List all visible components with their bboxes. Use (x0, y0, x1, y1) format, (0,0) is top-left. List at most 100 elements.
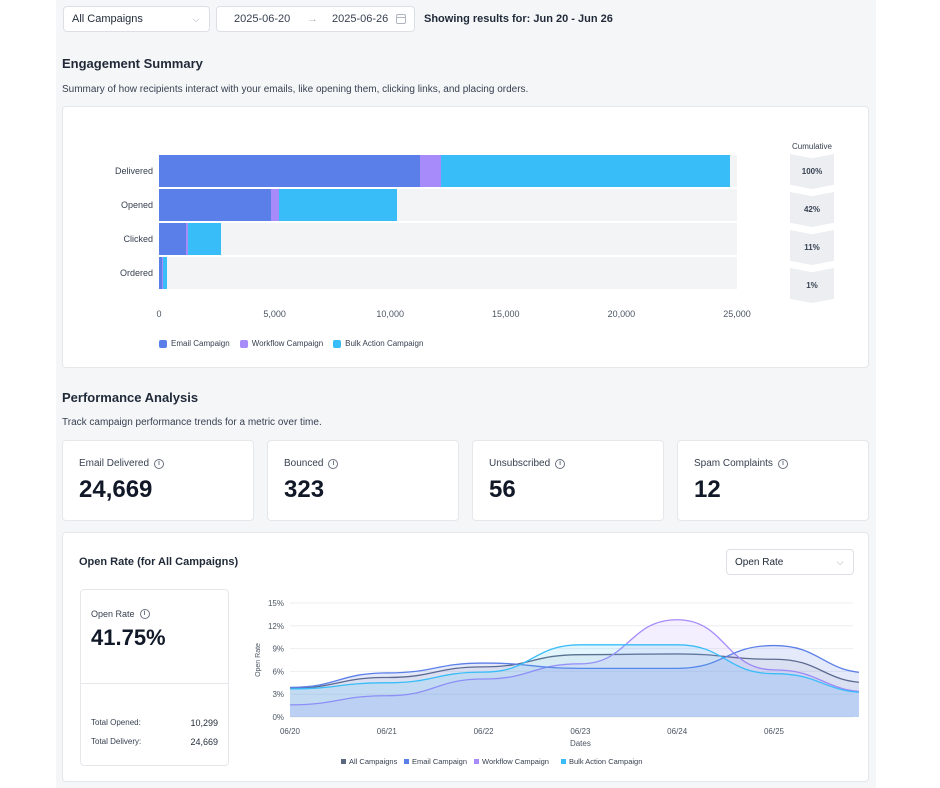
engagement-funnel-card: Cumulative Email Campaign Workflow Campa… (62, 106, 869, 368)
legend-label: Bulk Action Campaign (569, 757, 642, 766)
funnel-track (159, 223, 737, 255)
chevron-down-icon: ⌵ (192, 13, 200, 24)
info-icon[interactable]: i (154, 458, 165, 469)
kpi-value: 12 (694, 476, 721, 503)
funnel-bar-segment[interactable] (441, 155, 731, 187)
x-tick-label: 06/22 (474, 727, 495, 736)
y-tick-label: 3% (272, 690, 284, 699)
funnel-x-tick: 20,000 (607, 309, 636, 319)
series-line (289, 619, 859, 706)
legend-swatch (404, 759, 409, 764)
results-summary: Showing results for: Jun 20 - Jun 26 (424, 13, 613, 25)
divider (81, 683, 228, 684)
kpi-label: Spam Complaints (694, 458, 773, 469)
kpi-label: Unsubscribed (489, 458, 551, 469)
kpi-card-unsubscribed[interactable]: Unsubscribed i 56 (472, 440, 664, 521)
total-delivery-row: Total Delivery: 24,669 (91, 737, 218, 747)
legend-swatch-bulk (333, 339, 342, 348)
kpi-label-row: Email Delivered i (79, 458, 165, 469)
x-tick-label: 06/21 (377, 727, 398, 736)
kpi-label-row: Bounced i (284, 458, 339, 469)
summary-label: Open Rate (91, 609, 135, 619)
legend-label-bulk: Bulk Action Campaign (345, 339, 424, 348)
y-tick-label: 9% (272, 645, 284, 654)
date-end[interactable]: 2025-06-26 (332, 13, 389, 25)
summary-value: 41.75% (91, 625, 166, 650)
info-icon[interactable]: i (777, 458, 788, 469)
info-icon[interactable]: i (328, 458, 339, 469)
funnel-x-tick: 10,000 (376, 309, 404, 319)
funnel-row-label: Ordered (119, 268, 153, 278)
funnel-bar-segment[interactable] (159, 155, 421, 187)
funnel-bar-segment[interactable] (420, 155, 442, 187)
funnel-x-tick: 15,000 (492, 309, 520, 319)
x-tick-label: 06/24 (667, 727, 688, 736)
funnel-x-tick: 5,000 (263, 309, 286, 319)
funnel-bar-segment[interactable] (159, 223, 186, 255)
funnel-bar-segment[interactable] (185, 223, 188, 255)
kpi-label-row: Unsubscribed i (489, 458, 566, 469)
funnel-track (159, 257, 737, 289)
legend-label-email: Email Campaign (171, 339, 230, 348)
legend-swatch-email (159, 339, 167, 348)
calendar-icon[interactable] (396, 14, 406, 24)
kpi-value: 24,669 (79, 476, 153, 503)
total-opened-value: 10,299 (190, 718, 218, 728)
info-icon[interactable]: i (139, 609, 150, 619)
funnel-bar-segment[interactable] (162, 257, 164, 289)
open-rate-title: Open Rate (for All Campaigns) (79, 556, 239, 568)
total-opened-label: Total Opened: (91, 718, 141, 727)
chevron-down-icon: ⌵ (836, 556, 844, 567)
legend-item-email[interactable]: Email Campaign (159, 339, 230, 348)
funnel-bar-segment[interactable] (159, 257, 163, 289)
y-tick-label: 0% (272, 713, 284, 722)
campaign-select-value: All Campaigns (72, 13, 143, 25)
y-tick-label: 12% (268, 622, 284, 631)
funnel-bar-segment[interactable] (187, 223, 222, 255)
y-axis-title: Open Rate (255, 643, 262, 677)
engagement-description: Summary of how recipients interact with … (62, 84, 529, 95)
open-rate-chart: 0% 3% 6% 9% 12% 15% 06/20 06/21 06/22 06/23 06/24 0… (255, 599, 859, 766)
funnel-bar-segment[interactable] (279, 189, 398, 221)
kpi-card-email-delivered[interactable]: Email Delivered i 24,669 (62, 440, 254, 521)
funnel-row-label: Clicked (123, 234, 153, 244)
x-tick-label: 06/25 (764, 727, 785, 736)
kpi-label: Email Delivered (79, 458, 150, 469)
total-delivery-value: 24,669 (190, 737, 218, 747)
performance-description: Track campaign performance trends for a … (62, 417, 322, 428)
open-rate-card: Open Rate (for All Campaigns) Open Rate … (62, 532, 869, 782)
legend-swatch (561, 759, 566, 764)
legend-label: All Campaigns (349, 757, 398, 766)
legend-label: Workflow Campaign (482, 757, 549, 766)
legend-swatch (474, 759, 479, 764)
funnel-bar-segment[interactable] (163, 257, 168, 289)
y-tick-label: 6% (272, 667, 284, 676)
funnel-row-label: Delivered (114, 166, 153, 176)
info-icon[interactable]: i (555, 458, 566, 469)
legend-label: Email Campaign (412, 757, 467, 766)
date-range-picker[interactable]: 2025-06-20 → 2025-06-26 (216, 6, 415, 32)
kpi-card-spam-complaints[interactable]: Spam Complaints i 12 (677, 440, 869, 521)
metric-select-value: Open Rate (735, 556, 784, 568)
legend-swatch-workflow (239, 339, 248, 348)
total-delivery-label: Total Delivery: (91, 737, 142, 746)
campaign-select[interactable]: All Campaigns ⌵ (63, 6, 210, 32)
cumulative-percent: 42% (790, 192, 834, 227)
metric-select[interactable]: Open Rate ⌵ (726, 549, 854, 575)
date-start[interactable]: 2025-06-20 (234, 13, 291, 25)
series-line (289, 644, 859, 693)
funnel-legend: Email Campaign Workflow Campaign Bulk Ac… (159, 339, 423, 348)
funnel-bar-segment[interactable] (159, 189, 272, 221)
legend-item-workflow[interactable]: Workflow Campaign (239, 339, 324, 348)
kpi-card-bounced[interactable]: Bounced i 323 (267, 440, 459, 521)
legend-label-workflow: Workflow Campaign (251, 339, 324, 348)
legend-item-bulk[interactable]: Bulk Action Campaign (333, 339, 423, 348)
cumulative-percent: 100% (790, 154, 834, 189)
x-tick-label: 06/20 (280, 727, 301, 736)
legend-swatch (341, 759, 346, 764)
kpi-label-row: Spam Complaints i (694, 458, 788, 469)
funnel-x-tick: 25,000 (723, 309, 751, 319)
y-tick-label: 15% (268, 599, 284, 608)
funnel-bar-segment[interactable] (271, 189, 280, 221)
engagement-title: Engagement Summary (62, 56, 203, 71)
